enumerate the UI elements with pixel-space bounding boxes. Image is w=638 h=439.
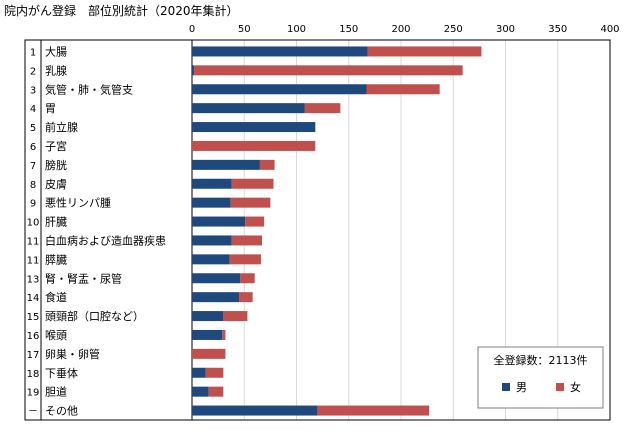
bar-female xyxy=(240,273,255,284)
rank-label: 19 xyxy=(27,388,40,399)
x-tick-label: 300 xyxy=(496,24,515,35)
category-label: 胃 xyxy=(45,102,56,115)
rank-label: 16 xyxy=(27,331,40,342)
x-tick-label: 100 xyxy=(287,24,306,35)
rank-label: 5 xyxy=(30,123,36,134)
bar-male xyxy=(192,122,316,133)
legend-swatch xyxy=(502,383,510,391)
category-label: 気管・肺・気管支 xyxy=(45,82,133,96)
rank-label: 9 xyxy=(30,199,36,210)
legend-label: 男 xyxy=(516,381,527,394)
rank-label: 14 xyxy=(27,293,40,304)
bar-male xyxy=(192,292,240,303)
x-tick-label: 50 xyxy=(238,24,251,35)
rank-label: 11 xyxy=(27,236,40,247)
category-label: 肝臓 xyxy=(45,216,67,229)
bar-male xyxy=(192,178,232,189)
bar-female xyxy=(223,311,248,322)
rank-label: 3 xyxy=(30,85,36,96)
rank-label: 1 xyxy=(30,47,36,58)
bar-female xyxy=(230,197,271,208)
bar-male xyxy=(192,103,305,114)
category-label: 頭頸部（口腔など） xyxy=(45,309,144,323)
bar-male xyxy=(192,159,260,170)
bar-female xyxy=(208,386,224,397)
bar-male xyxy=(192,235,232,246)
category-label: 胆道 xyxy=(45,385,67,399)
category-label: 卵巣・卵管 xyxy=(45,347,100,361)
category-label: 前立腺 xyxy=(45,120,78,134)
legend-box xyxy=(477,346,604,409)
bar-male xyxy=(192,386,209,397)
rank-label: 10 xyxy=(27,218,40,229)
bar-male xyxy=(192,84,367,95)
bar-female xyxy=(259,159,275,170)
category-label: 子宮 xyxy=(45,139,67,153)
bar-male xyxy=(192,216,246,227)
bar-female xyxy=(229,254,261,265)
legend-swatch xyxy=(556,383,564,391)
bar-male xyxy=(192,367,206,378)
bar-female xyxy=(192,140,316,151)
category-label: その他 xyxy=(45,405,78,418)
rank-label: 18 xyxy=(27,369,40,380)
bar-female xyxy=(192,348,226,359)
bar-female xyxy=(367,46,482,57)
bar-male xyxy=(192,197,231,208)
x-tick-label: 350 xyxy=(548,24,567,35)
category-label: 腎・腎盂・尿管 xyxy=(45,271,122,285)
rank-label: 13 xyxy=(27,274,40,285)
x-tick-label: 150 xyxy=(339,24,358,35)
bar-male xyxy=(192,65,195,76)
category-label: 喉頭 xyxy=(45,329,67,342)
bar-male xyxy=(192,405,318,416)
bar-female xyxy=(194,65,463,76)
rank-label: － xyxy=(28,407,38,418)
rank-label: 17 xyxy=(27,350,40,361)
bar-male xyxy=(192,329,223,340)
rank-label: 6 xyxy=(30,142,36,153)
category-label: 食道 xyxy=(45,290,67,304)
category-label: 皮膚 xyxy=(45,177,67,191)
category-label: 悪性リンパ腫 xyxy=(45,196,111,210)
bar-female xyxy=(366,84,440,95)
bar-male xyxy=(192,311,224,322)
legend-label: 女 xyxy=(570,380,581,394)
bar-female xyxy=(245,216,265,227)
category-label: 白血病および造血器疾患 xyxy=(45,233,166,247)
bar-female xyxy=(239,292,253,303)
bar-female xyxy=(304,103,341,114)
x-tick-label: 250 xyxy=(444,24,463,35)
bar-female xyxy=(231,178,274,189)
rank-label: 11 xyxy=(27,255,40,266)
chart-title: 院内がん登録 部位別統計（2020年集計） xyxy=(4,4,239,18)
bar-female xyxy=(222,329,226,340)
x-tick-label: 400 xyxy=(600,24,619,35)
category-label: 乳腺 xyxy=(45,63,67,77)
x-tick-label: 200 xyxy=(391,24,410,35)
legend-title: 全登録数：2113件 xyxy=(494,353,588,367)
bar-male xyxy=(192,273,241,284)
rank-label: 4 xyxy=(30,104,36,115)
plot-frame xyxy=(24,39,611,421)
rank-label: 15 xyxy=(27,312,40,323)
category-label: 膵臓 xyxy=(45,253,67,266)
bar-male xyxy=(192,46,368,57)
bar-female xyxy=(205,367,224,378)
category-label: 下垂体 xyxy=(45,366,78,380)
bar-female xyxy=(231,235,263,246)
rank-label: 8 xyxy=(30,180,36,191)
category-label: 大腸 xyxy=(45,44,67,58)
bar-male xyxy=(192,254,230,265)
rank-label: 2 xyxy=(30,66,36,77)
category-label: 膀胱 xyxy=(45,158,67,172)
rank-label: 7 xyxy=(30,161,36,172)
bar-female xyxy=(317,405,430,416)
x-tick-label: 0 xyxy=(189,24,195,35)
